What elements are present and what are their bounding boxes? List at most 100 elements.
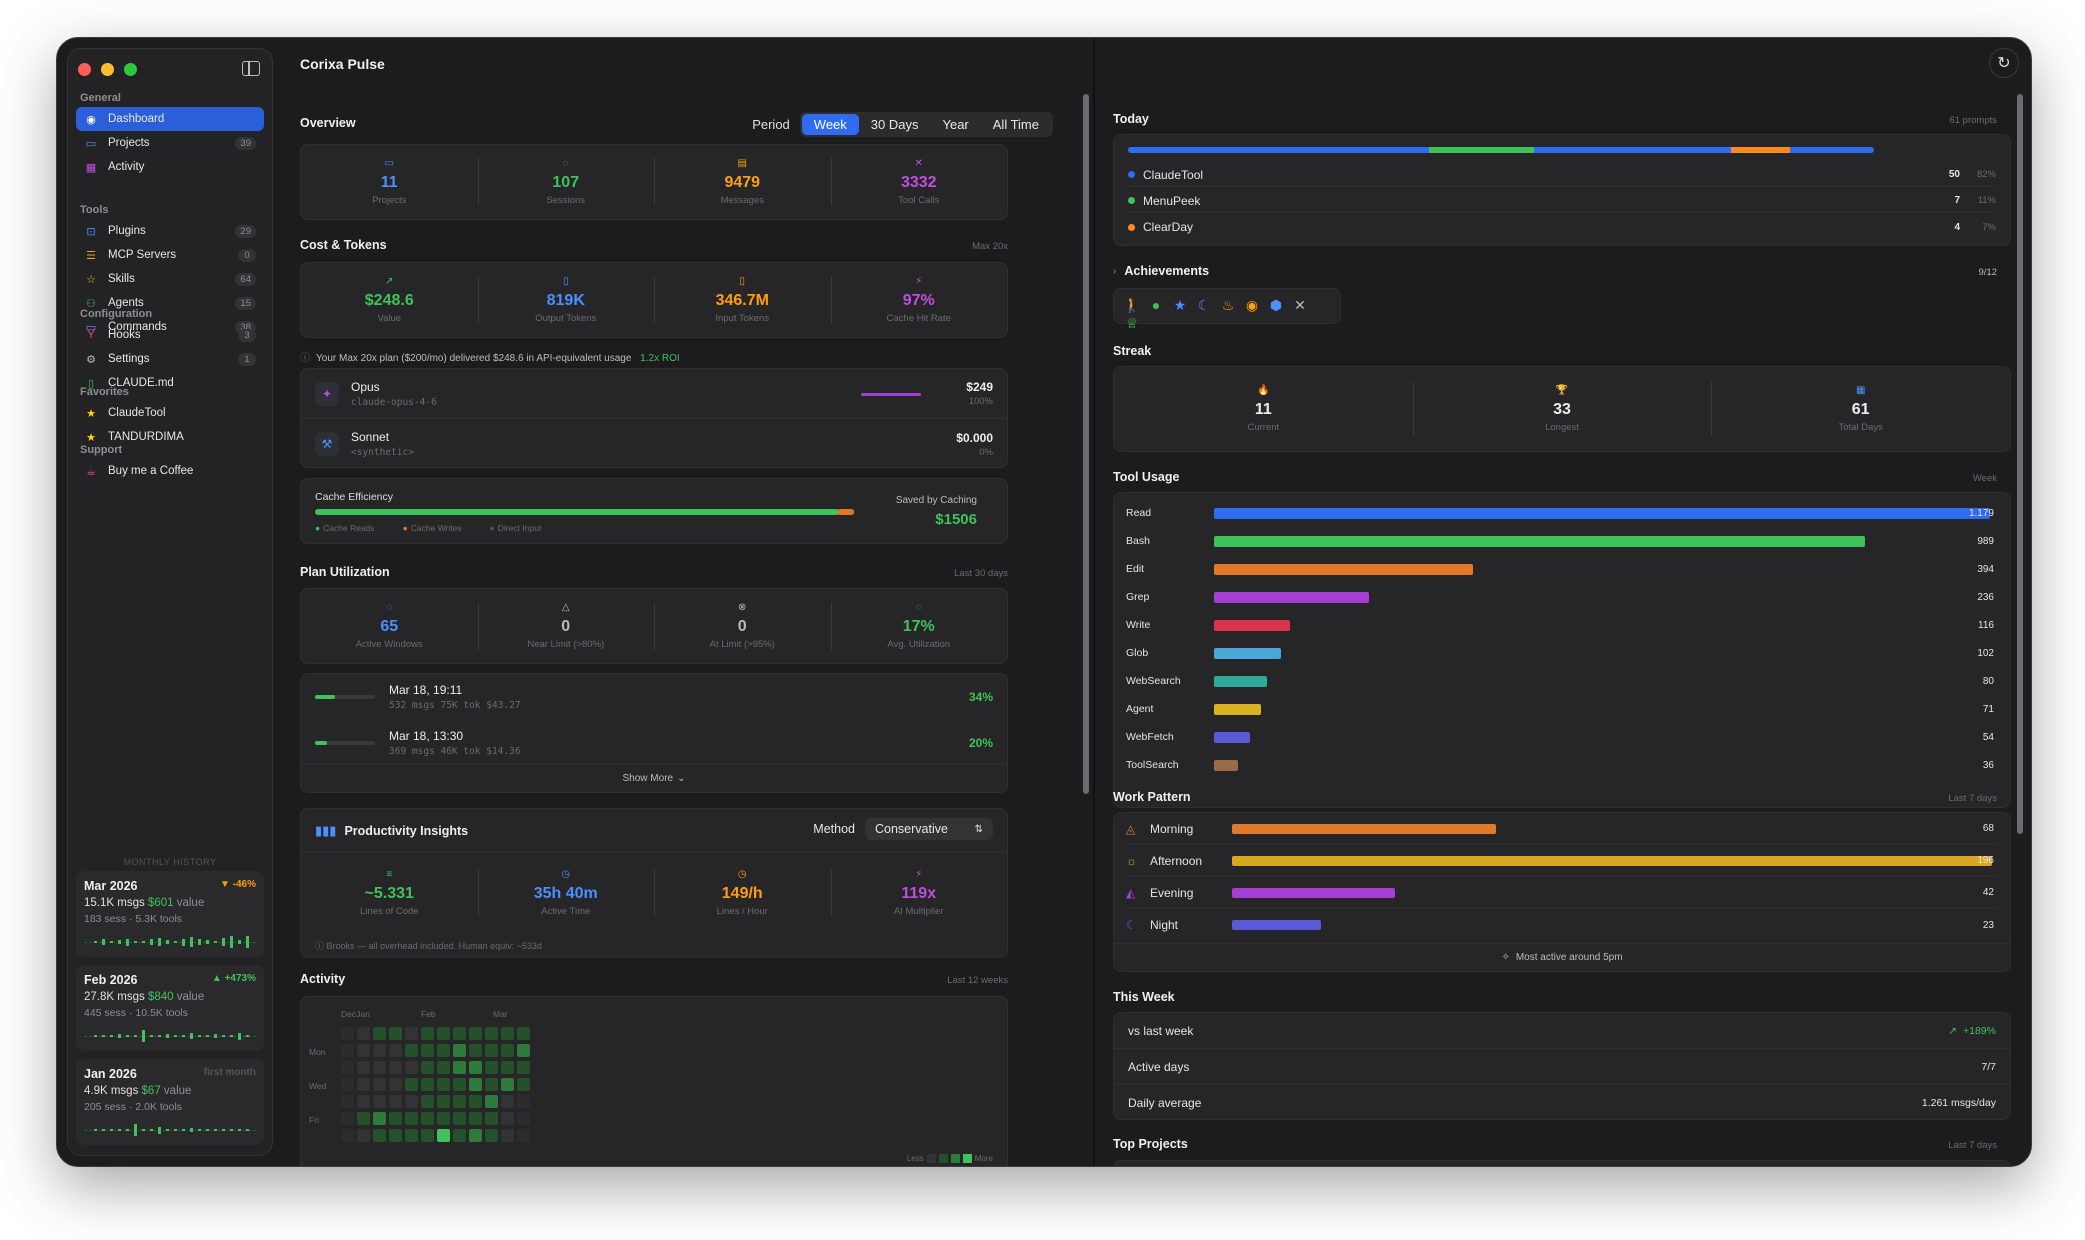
tool-row-webfetch[interactable]: WebFetch 54 [1126,723,1998,751]
achievements-header[interactable]: › Achievements [1113,264,1209,278]
heatmap-cell[interactable] [485,1061,498,1074]
heatmap-cell[interactable] [389,1078,402,1091]
heatmap-cell[interactable] [437,1027,450,1040]
tool-row-read[interactable]: Read 1.179 [1126,499,1998,527]
heatmap-cell[interactable] [501,1112,514,1125]
heatmap-cell[interactable] [421,1027,434,1040]
heatmap-cell[interactable] [373,1095,386,1108]
tool-row-bash[interactable]: Bash 989 [1126,527,1998,555]
today-project-row[interactable]: ClaudeTool 50 82% [1128,163,1996,187]
heatmap-cell[interactable] [437,1044,450,1057]
heatmap-cell[interactable] [501,1095,514,1108]
heatmap-cell[interactable] [405,1044,418,1057]
heatmap-cell[interactable] [341,1112,354,1125]
method-dropdown[interactable]: Conservative ⇅ [865,818,993,840]
sidebar-item-buy-me-a-coffee[interactable]: ☕ Buy me a Coffee [76,459,264,483]
heatmap-cell[interactable] [437,1112,450,1125]
work-pattern-row-evening[interactable]: ◭ Evening 42 [1126,877,1998,909]
model-row-sonnet[interactable]: ⚒ Sonnet <synthetic> $0.000 0% [301,419,1007,469]
heatmap-cell[interactable] [421,1112,434,1125]
period-week[interactable]: Week [801,114,859,135]
tool-row-agent[interactable]: Agent 71 [1126,695,1998,723]
heatmap-cell[interactable] [453,1078,466,1091]
heatmap-cell[interactable] [485,1027,498,1040]
heatmap-cell[interactable] [453,1027,466,1040]
main-scrollbar[interactable] [1083,94,1089,794]
heatmap-cell[interactable] [373,1112,386,1125]
tool-row-toolsearch[interactable]: ToolSearch 36 [1126,751,1998,779]
heatmap-cell[interactable] [389,1044,402,1057]
heatmap-cell[interactable] [517,1044,530,1057]
sidebar-item-projects[interactable]: ▭ Projects 39 [76,131,264,155]
heatmap-cell[interactable] [341,1027,354,1040]
model-row-opus[interactable]: ✦ Opus claude-opus-4-6 $249 100% [301,369,1007,419]
period-30-days[interactable]: 30 Days [870,117,919,132]
sidebar-item-mcp-servers[interactable]: ☰ MCP Servers 0 [76,243,264,267]
heatmap-cell[interactable] [485,1095,498,1108]
heatmap-cell[interactable] [389,1061,402,1074]
show-more-button[interactable]: Show More ⌄ [301,764,1007,792]
heatmap-cell[interactable] [453,1044,466,1057]
work-pattern-row-afternoon[interactable]: ☼ Afternoon 196 [1126,845,1998,877]
heatmap-cell[interactable] [437,1078,450,1091]
heatmap-cell[interactable] [501,1061,514,1074]
sidebar-item-plugins[interactable]: ⊡ Plugins 29 [76,219,264,243]
tool-row-glob[interactable]: Glob 102 [1126,639,1998,667]
heatmap-cell[interactable] [341,1129,354,1142]
heatmap-cell[interactable] [469,1078,482,1091]
heatmap-cell[interactable] [389,1027,402,1040]
tool-row-write[interactable]: Write 116 [1126,611,1998,639]
usage-window-row[interactable]: Mar 18, 19:11 532 msgs 75K tok $43.27 34% [301,674,1007,720]
zoom-window-button[interactable] [124,63,137,76]
heatmap-cell[interactable] [501,1027,514,1040]
right-scrollbar[interactable] [2017,94,2023,834]
heatmap-cell[interactable] [373,1129,386,1142]
heatmap-cell[interactable] [469,1061,482,1074]
close-window-button[interactable] [78,63,91,76]
heatmap-cell[interactable] [469,1112,482,1125]
tool-row-grep[interactable]: Grep 236 [1126,583,1998,611]
heatmap-cell[interactable] [517,1061,530,1074]
sidebar-item-agents[interactable]: ⚇ Agents 15 [76,291,264,315]
heatmap-cell[interactable] [501,1129,514,1142]
heatmap-cell[interactable] [405,1112,418,1125]
sidebar-item-skills[interactable]: ☆ Skills 64 [76,267,264,291]
heatmap-cell[interactable] [357,1078,370,1091]
heatmap-cell[interactable] [341,1061,354,1074]
work-pattern-row-morning[interactable]: ◬ Morning 68 [1126,813,1998,845]
heatmap-cell[interactable] [421,1061,434,1074]
heatmap-cell[interactable] [389,1112,402,1125]
heatmap-cell[interactable] [389,1129,402,1142]
heatmap-cell[interactable] [485,1112,498,1125]
period-all-time[interactable]: All Time [992,117,1039,132]
heatmap-cell[interactable] [357,1044,370,1057]
heatmap-cell[interactable] [453,1112,466,1125]
sidebar-item-tandurdima[interactable]: ★ TANDURDIMA [76,425,264,449]
heatmap-cell[interactable] [357,1027,370,1040]
heatmap-cell[interactable] [437,1095,450,1108]
heatmap-cell[interactable] [469,1027,482,1040]
tool-row-websearch[interactable]: WebSearch 80 [1126,667,1998,695]
heatmap-cell[interactable] [453,1095,466,1108]
sidebar-item-claude-md[interactable]: ▯ CLAUDE.md [76,371,264,395]
sidebar-item-hooks[interactable]: Y Hooks 3 [76,323,264,347]
work-pattern-row-night[interactable]: ☾ Night 23 [1126,909,1998,941]
heatmap-cell[interactable] [453,1061,466,1074]
heatmap-cell[interactable] [517,1112,530,1125]
heatmap-cell[interactable] [341,1078,354,1091]
heatmap-cell[interactable] [357,1129,370,1142]
heatmap-cell[interactable] [421,1095,434,1108]
heatmap-cell[interactable] [517,1095,530,1108]
heatmap-cell[interactable] [357,1095,370,1108]
heatmap-cell[interactable] [517,1027,530,1040]
minimize-window-button[interactable] [101,63,114,76]
heatmap-cell[interactable] [469,1129,482,1142]
heatmap-cell[interactable] [389,1095,402,1108]
heatmap-cell[interactable] [405,1129,418,1142]
today-project-row[interactable]: MenuPeek 7 11% [1128,189,1996,213]
heatmap-cell[interactable] [405,1027,418,1040]
heatmap-cell[interactable] [437,1129,450,1142]
heatmap-cell[interactable] [501,1044,514,1057]
usage-window-row[interactable]: Mar 18, 13:30 369 msgs 46K tok $14.36 20% [301,720,1007,766]
heatmap-cell[interactable] [421,1129,434,1142]
